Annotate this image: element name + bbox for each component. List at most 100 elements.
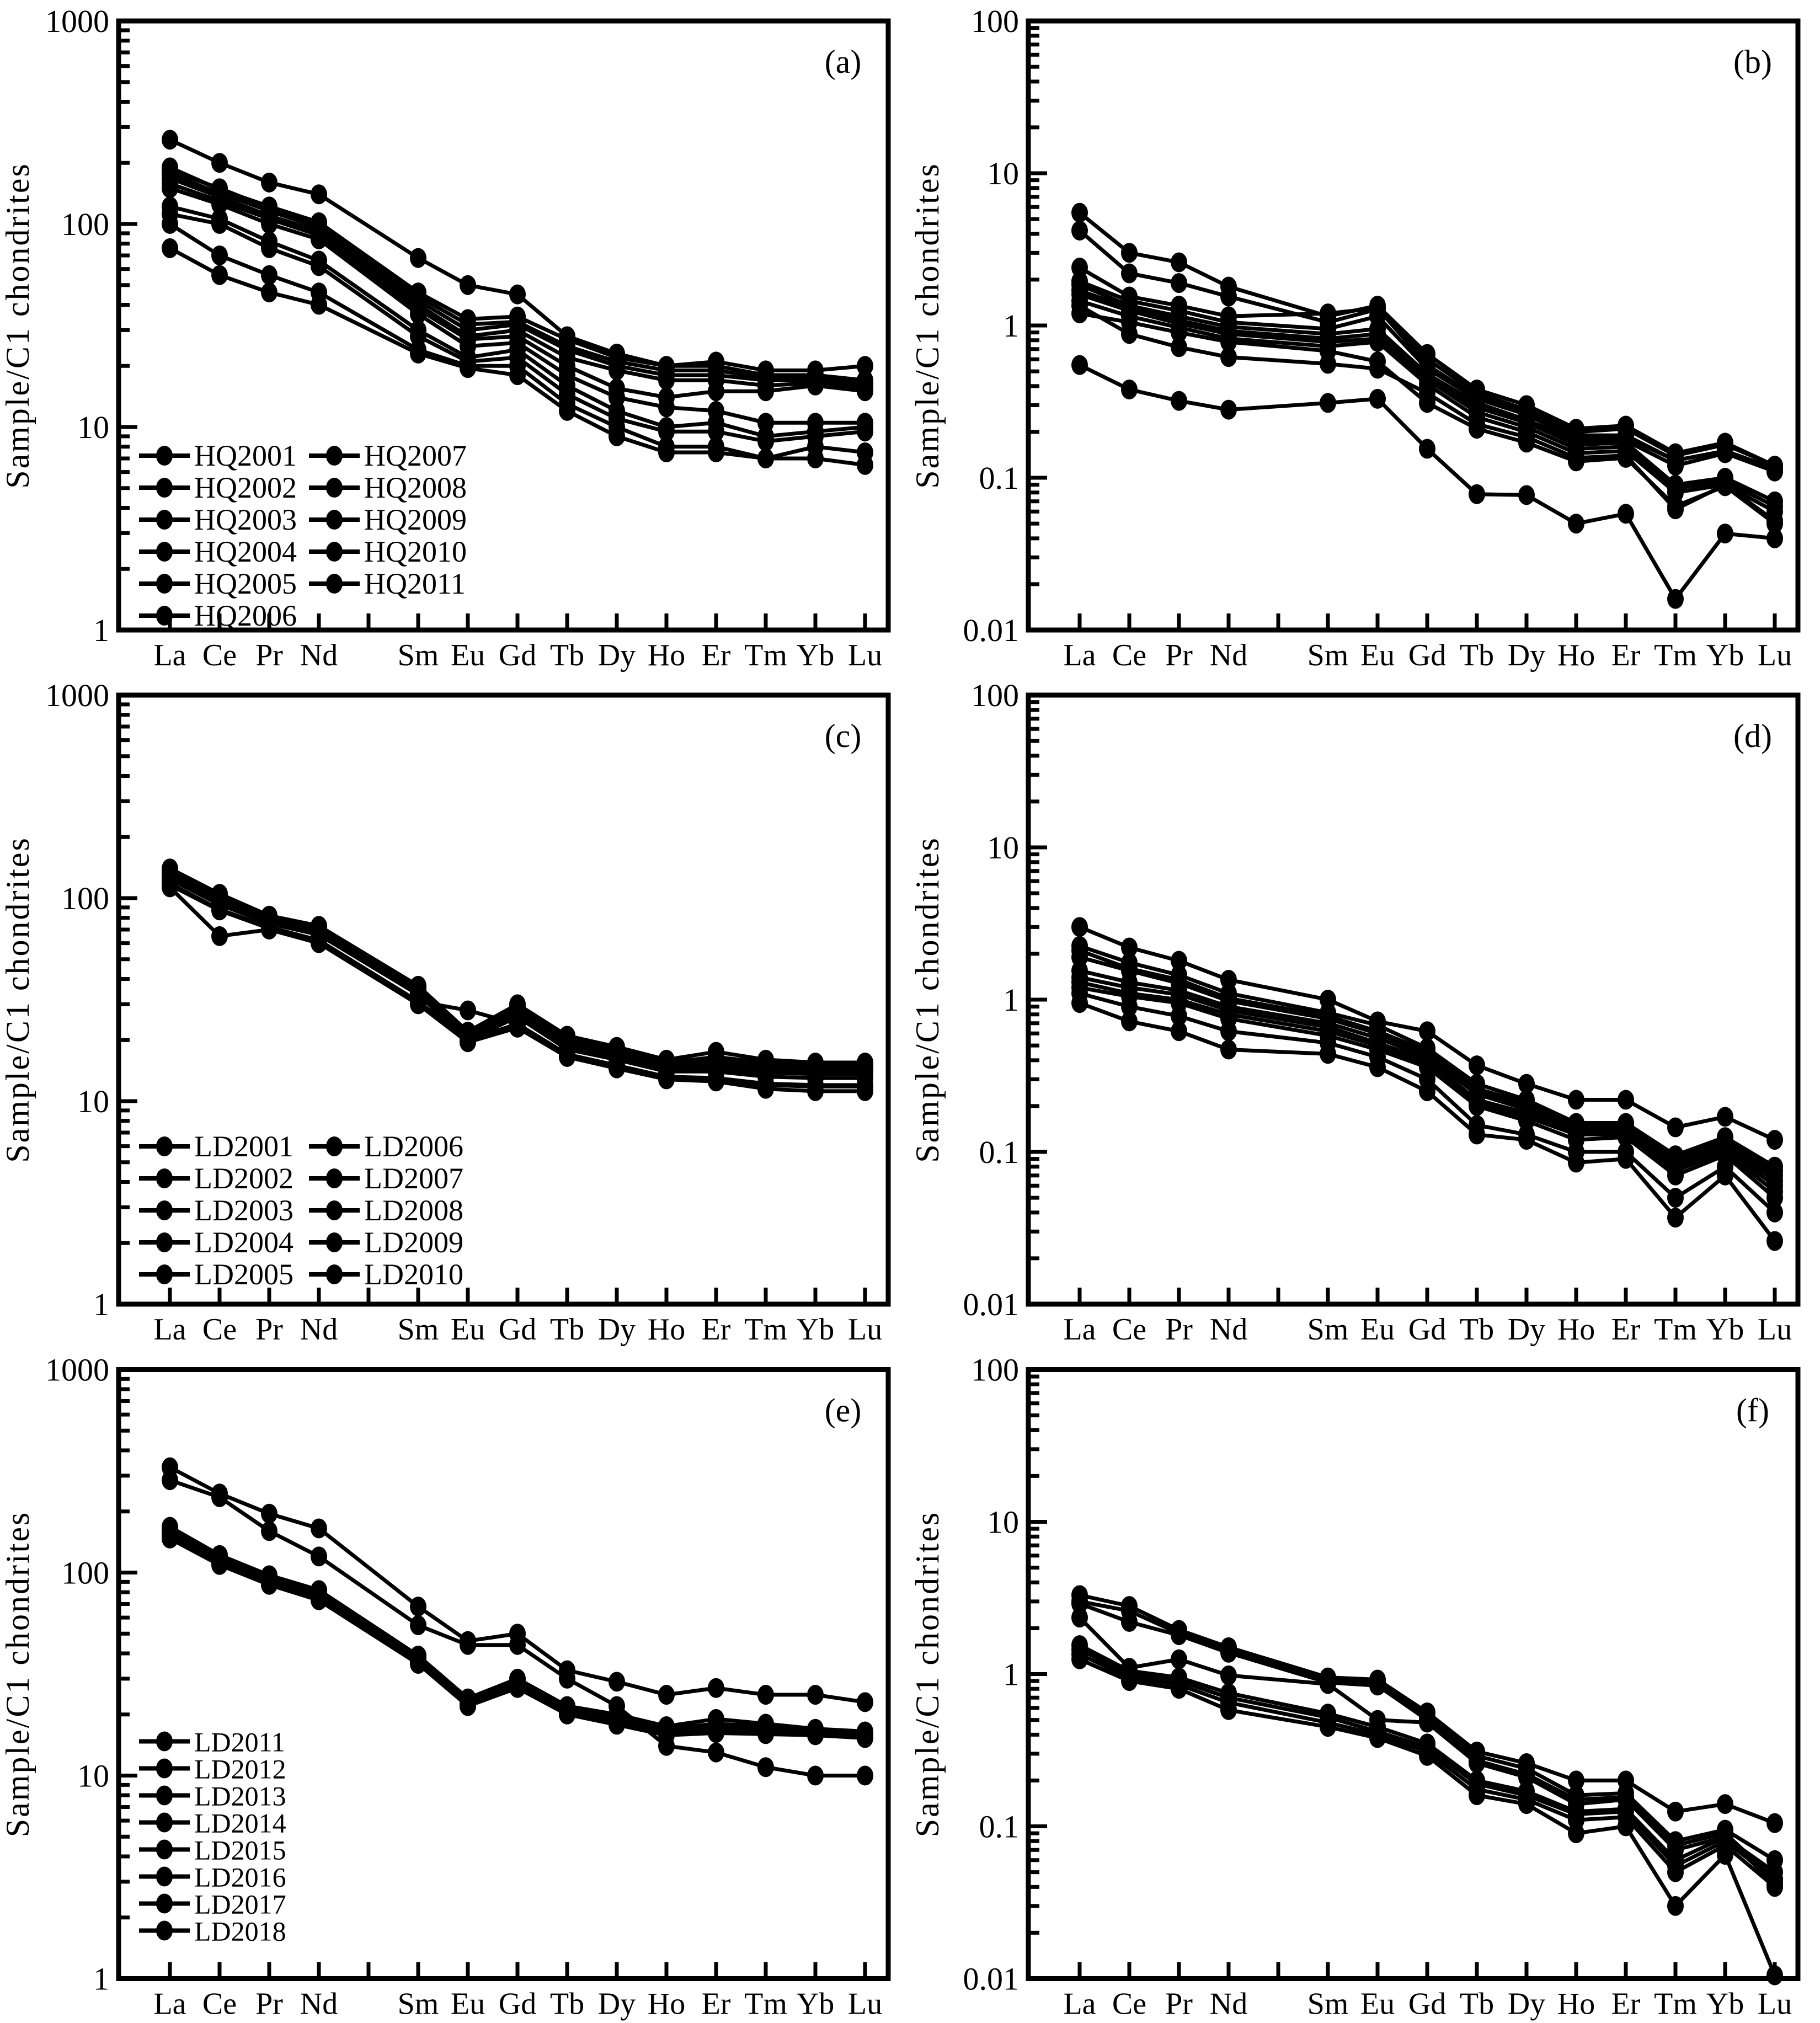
data-point	[1419, 393, 1435, 413]
data-point	[1369, 1675, 1386, 1696]
data-point	[460, 1696, 476, 1716]
data-point	[1667, 1801, 1684, 1822]
data-point	[1717, 1165, 1733, 1186]
data-point	[460, 275, 476, 295]
data-point	[1667, 589, 1684, 609]
x-tick-label: Tb	[550, 638, 584, 672]
x-tick-label: Tb	[1460, 1987, 1494, 2021]
series-line-LD2005	[1079, 969, 1776, 1182]
series-group	[162, 1457, 873, 1786]
series-markers-LD2004	[162, 864, 873, 1079]
data-point	[1568, 1152, 1584, 1173]
x-tick-label: Gd	[1408, 1987, 1446, 2021]
data-point	[261, 1521, 277, 1541]
x-tick-label: Gd	[1408, 1312, 1446, 1347]
axis-ticks	[119, 28, 867, 630]
series-line-LD2011	[1079, 1593, 1776, 1825]
x-tick-label: La	[1063, 1987, 1096, 2021]
legend-label: LD2005	[194, 1258, 293, 1291]
series-markers-LD2005	[162, 866, 873, 1082]
series-line-LD2014	[1078, 1616, 1776, 1886]
legend-marker-dot	[326, 1136, 343, 1156]
x-tick-label: Gd	[499, 1312, 536, 1347]
x-tick-label: Sm	[398, 638, 439, 672]
data-point	[1667, 1208, 1684, 1228]
data-point	[460, 1000, 476, 1021]
series-markers-HQ2010	[1071, 303, 1783, 534]
x-tick-label: Lu	[848, 1987, 882, 2021]
data-point	[162, 877, 178, 898]
panel-c: 1000 100 10 1 La Ce Pr Nd Sm Eu Gd Tb Dy Ho Er Tm Yb Lu Sa…	[0, 674, 910, 1348]
x-tick-label: Ce	[202, 1987, 237, 2021]
data-point	[1469, 1055, 1485, 1076]
data-point	[757, 1685, 774, 1705]
y-tick-labels: 100 10 1 0.1 0.01	[963, 1352, 1020, 1997]
x-tick-labels: La Ce Pr Nd Sm Eu Gd Tb Dy Ho Er Tm Yb Lu	[1063, 1312, 1792, 1347]
data-point	[757, 413, 774, 433]
x-tick-labels: La Ce Pr Nd Sm Eu Gd Tb Dy Ho Er Tm Yb Lu	[153, 1312, 882, 1347]
data-point	[311, 184, 327, 205]
data-point	[1717, 443, 1733, 463]
data-point	[1667, 1188, 1684, 1208]
legend-marker-dot	[326, 1232, 343, 1252]
x-tick-label: Ce	[1112, 1987, 1146, 2021]
y-tick-label: 10	[987, 830, 1019, 866]
data-point	[658, 1069, 675, 1090]
series-line-HQ2005	[169, 176, 866, 391]
legend-marker-dot	[156, 1893, 173, 1914]
data-point	[857, 1692, 873, 1712]
series-line-LD2009	[1079, 991, 1776, 1214]
data-point	[1766, 1813, 1783, 1833]
x-tick-label: Dy	[1508, 1987, 1545, 2021]
data-point	[609, 360, 625, 381]
legend-marker-dot	[326, 1168, 343, 1188]
legend-label: HQ2005	[194, 567, 297, 600]
x-tick-label: Eu	[1360, 1987, 1395, 2021]
y-tick-label: 100	[61, 206, 109, 242]
data-point	[162, 130, 178, 150]
y-tick-labels: 100 10 1 0.1 0.01	[963, 3, 1020, 648]
data-point	[1469, 1124, 1485, 1145]
legend-label: LD2008	[364, 1194, 463, 1227]
data-point	[1518, 1074, 1535, 1094]
panel-d: 100 10 1 0.1 0.01 La Ce Pr Nd Sm Eu Gd Tb Dy Ho Er Tm Yb L…	[910, 674, 1820, 1348]
data-point	[410, 994, 426, 1015]
legend-marker-dot	[156, 1264, 173, 1284]
x-tick-label: La	[153, 1312, 186, 1347]
data-point	[1469, 1785, 1485, 1806]
data-point	[1121, 1611, 1138, 1632]
series-markers-LD2001	[162, 858, 873, 1072]
series-group	[162, 130, 873, 475]
data-point	[1071, 258, 1088, 278]
axis-ticks	[1028, 1374, 1777, 1979]
data-point	[1766, 1188, 1783, 1208]
x-tick-label: Eu	[451, 1312, 485, 1347]
series-markers-HQ2011	[162, 238, 873, 475]
data-point	[857, 455, 873, 475]
data-point	[658, 1725, 675, 1746]
data-point	[211, 245, 228, 266]
data-point	[1766, 1877, 1783, 1897]
data-point	[1171, 337, 1187, 357]
data-point	[1419, 439, 1435, 459]
legend-marker-dot	[326, 1264, 343, 1284]
data-point	[658, 1685, 675, 1705]
data-point	[460, 1635, 476, 1655]
legend-marker-dot	[326, 1200, 343, 1220]
data-point	[162, 214, 178, 234]
y-tick-label: 100	[971, 677, 1019, 713]
x-tick-label: Tm	[1654, 1987, 1697, 2021]
x-tick-label: Dy	[598, 638, 636, 672]
data-point	[1518, 485, 1535, 505]
data-point	[1717, 1107, 1733, 1127]
data-point	[410, 326, 426, 346]
data-point	[509, 1678, 526, 1698]
series-line-LD2006	[1079, 975, 1776, 1188]
data-point	[509, 284, 526, 305]
legend-marker-dot	[156, 606, 173, 626]
series-line-LD2005	[169, 874, 865, 1074]
x-tick-label: Ho	[648, 1312, 685, 1347]
x-tick-label: Lu	[1758, 1987, 1792, 2021]
y-tick-label: 1	[1003, 308, 1019, 344]
x-tick-label: Gd	[499, 1987, 536, 2021]
